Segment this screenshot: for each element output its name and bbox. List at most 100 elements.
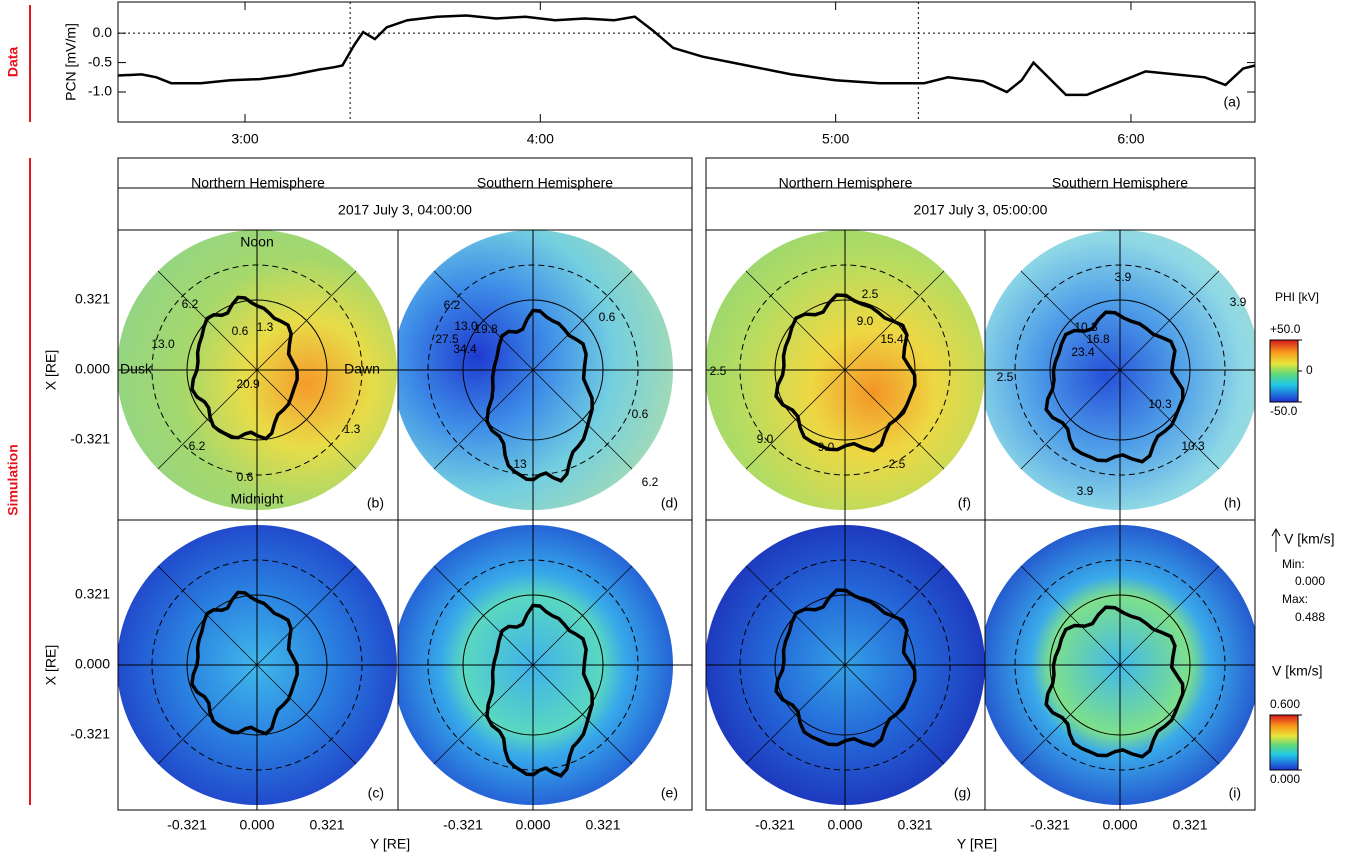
- meridian: [157, 270, 357, 470]
- meridian: [745, 270, 945, 470]
- boundary: [190, 590, 299, 736]
- map-content: 3.93.910.316.823.42.510.310.33.9: [985, 230, 1255, 520]
- meridian: [745, 565, 945, 765]
- contour-label: 1.3: [257, 320, 274, 334]
- y-tick-label: -0.5: [88, 53, 112, 69]
- header-frame: [705, 157, 1256, 231]
- panel-label: (a): [1223, 94, 1240, 110]
- colorbar-label: -50.0: [1270, 404, 1298, 418]
- panel-letter: (i): [1229, 785, 1241, 801]
- direction-label: Dusk: [120, 361, 153, 377]
- map-content: [118, 520, 398, 810]
- contour-label: 13.0: [454, 319, 478, 333]
- colorbar-label: 0.600: [1270, 697, 1300, 711]
- direction-label: Midnight: [231, 491, 284, 507]
- map-content: [706, 520, 985, 810]
- x-tick-label: -0.321: [755, 817, 795, 833]
- y-tick-label: -0.321: [70, 726, 110, 742]
- max-label: Max:: [1282, 592, 1308, 606]
- panel-frame: [397, 519, 693, 811]
- contour-label: 16.8: [1086, 332, 1110, 346]
- contour-label: 13: [513, 457, 527, 471]
- panel-letter: (g): [954, 785, 971, 801]
- arrow-label: V [km/s]: [1284, 531, 1335, 547]
- x-tick-label: 5:00: [822, 131, 849, 147]
- header-time: 2017 July 3, 04:00:00: [338, 202, 472, 218]
- panel-letter: (f): [958, 495, 971, 511]
- boundary: [774, 293, 917, 453]
- x-tick-label: 0.000: [1102, 817, 1137, 833]
- y-axis-label: X [RE]: [43, 645, 59, 685]
- y-axis-label: X [RE]: [43, 350, 59, 390]
- map-content: 6.2 13.0 0.6 1.3 20.9 6.2 1.3 0.6: [118, 230, 398, 520]
- y-tick-label: -0.321: [70, 431, 110, 447]
- x-tick-label: 0.321: [1172, 817, 1207, 833]
- colorbar: [1269, 339, 1299, 403]
- boundary: [774, 588, 917, 748]
- header-south: Southern Hemisphere: [1052, 175, 1188, 191]
- boundary: [190, 295, 299, 441]
- panel-letter: (d): [661, 495, 678, 511]
- meridian: [157, 565, 357, 765]
- x-tick-label: -0.321: [167, 817, 207, 833]
- header-time: 2017 July 3, 05:00:00: [914, 202, 1048, 218]
- x-tick-label: 0.000: [515, 817, 550, 833]
- colorbar-title: V [km/s]: [1272, 663, 1323, 679]
- max-value: 0.488: [1295, 610, 1325, 624]
- colorbar: [1269, 714, 1299, 771]
- direction-label: Dawn: [344, 361, 380, 377]
- pcn-line: [117, 14, 1256, 97]
- y-tick-label: 0.000: [75, 361, 110, 377]
- x-tick-label: 0.000: [827, 817, 862, 833]
- x-tick-label: -0.321: [443, 817, 483, 833]
- boundary: [485, 308, 594, 483]
- contour-label: 9.0: [757, 432, 774, 446]
- map-panel: (c): [117, 519, 399, 811]
- contour-label: 13.0: [151, 337, 175, 351]
- min-value: 0.000: [1295, 574, 1325, 588]
- contour-label: 6.2: [182, 297, 199, 311]
- contour-label: 0.6: [632, 407, 649, 421]
- panel-letter: (b): [367, 495, 384, 511]
- panel-letter: (e): [661, 785, 678, 801]
- x-tick-label: 4:00: [527, 131, 554, 147]
- contour-label: 10.3: [1181, 439, 1205, 453]
- direction-label: Noon: [240, 234, 273, 250]
- contour-label: 10.3: [1074, 320, 1098, 334]
- legend-arrowhead: [1271, 527, 1281, 537]
- contour-label: 2.5: [862, 287, 879, 301]
- contour-label: 20.9: [236, 377, 260, 391]
- map-panel: (e): [397, 519, 693, 811]
- header-frame: [117, 157, 693, 231]
- y-tick-label: 0.321: [75, 291, 110, 307]
- map-content: [398, 520, 692, 810]
- boundary: [485, 603, 594, 778]
- colorbar-label: 0.000: [1270, 772, 1300, 786]
- x-axis-label: Y [RE]: [370, 836, 410, 852]
- colorbar-label: +50.0: [1270, 322, 1301, 336]
- contour-label: 6.2: [642, 475, 659, 489]
- boundary: [1044, 310, 1185, 464]
- y-tick-label: 0.000: [75, 656, 110, 672]
- map-panel: (i): [984, 519, 1256, 811]
- colorbar-title: PHI [kV]: [1275, 290, 1319, 304]
- boundary: [1044, 605, 1185, 759]
- meridian: [433, 270, 633, 470]
- contour-label: 2.5: [710, 364, 727, 378]
- map-content: 6.2 13.019.8 27.534.4 0.6 0.6 13 6.2: [398, 230, 692, 520]
- contour-label: 23.4: [1071, 345, 1095, 359]
- header-south: Southern Hemisphere: [477, 175, 613, 191]
- contour-label: 10.3: [1148, 397, 1172, 411]
- min-label: Min:: [1282, 557, 1305, 571]
- panel-letter: (h): [1224, 495, 1241, 511]
- map-content: [985, 520, 1255, 810]
- meridian: [1020, 270, 1220, 470]
- contour-label: 3.9: [1230, 295, 1247, 309]
- x-tick-label: 6:00: [1117, 131, 1144, 147]
- contour-label: 6.2: [444, 298, 461, 312]
- contour-label: 1.3: [344, 422, 361, 436]
- x-tick-label: 0.000: [239, 817, 274, 833]
- header-north: Northern Hemisphere: [779, 175, 913, 191]
- contour-label: 9.0: [857, 314, 874, 328]
